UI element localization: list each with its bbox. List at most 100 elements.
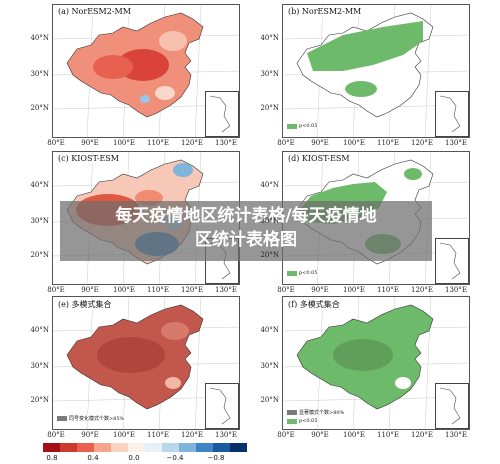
- legend-label: 同号变化模式个数>85%: [69, 416, 125, 422]
- lat-label: 40°N: [260, 181, 279, 189]
- lat-label: 30°N: [260, 362, 279, 370]
- colorbar-tick: −0.8: [207, 454, 225, 462]
- map-panel-e: (e) 多模式集合同号变化模式个数>85%: [52, 296, 240, 430]
- legend-entry: p<0.05: [287, 270, 318, 276]
- lon-label: 90°E: [311, 431, 329, 439]
- overlay-title: 每天疫情地区统计表格/每天疫情地 区统计表格图: [60, 204, 432, 252]
- panel-title: (d) KIOST-ESM: [287, 154, 351, 163]
- colorbar-segment: [94, 443, 111, 452]
- south-china-sea-inset: [435, 238, 469, 284]
- overlay-banner: [60, 201, 432, 261]
- map-panel-b: (b) NorESM2-MM p<0.05: [282, 4, 470, 138]
- legend-entry: p<0.05: [287, 418, 318, 424]
- south-china-sea-inset: [205, 91, 239, 137]
- lon-label: 90°E: [81, 286, 99, 294]
- legend-entry: 同号变化模式个数>85%: [57, 415, 125, 422]
- south-china-sea-inset: [205, 383, 239, 429]
- lat-label: 20°N: [30, 104, 49, 112]
- colorbar-segment: [111, 443, 128, 452]
- legend-label: p<0.05: [299, 270, 318, 276]
- lon-label: 100°E: [113, 431, 135, 439]
- south-china-sea-inset: [435, 91, 469, 137]
- lat-label: 20°N: [30, 396, 49, 404]
- colorbar-segment: [128, 443, 145, 452]
- lon-label: 100°E: [113, 139, 135, 147]
- lon-label: 100°E: [343, 431, 365, 439]
- legend-swatch: [287, 270, 297, 276]
- colorbar-segment: [145, 443, 162, 452]
- lon-label: 110°E: [147, 286, 169, 294]
- lon-label: 110°E: [147, 139, 169, 147]
- lon-label: 130°E: [445, 286, 467, 294]
- overlay-line-2: 区统计表格图: [195, 230, 297, 250]
- lat-label: 30°N: [260, 217, 279, 225]
- lat-label: 40°N: [260, 326, 279, 334]
- legend-swatch: [287, 410, 297, 415]
- lon-label: 120°E: [411, 139, 433, 147]
- lon-label: 100°E: [343, 139, 365, 147]
- colorbar-tick: 0.0: [128, 454, 140, 462]
- legend-swatch: [287, 418, 297, 424]
- lon-label: 120°E: [181, 431, 203, 439]
- lat-label: 30°N: [260, 70, 279, 78]
- legend-label: p<0.05: [299, 418, 318, 424]
- lat-label: 20°N: [260, 251, 279, 259]
- lon-label: 110°E: [377, 286, 399, 294]
- lat-label: 20°N: [260, 104, 279, 112]
- lon-label: 110°E: [377, 431, 399, 439]
- lon-label: 80°E: [47, 431, 65, 439]
- lon-label: 120°E: [181, 286, 203, 294]
- colorbar-tick: 0.4: [87, 454, 99, 462]
- lon-label: 130°E: [445, 431, 467, 439]
- lon-label: 80°E: [277, 139, 295, 147]
- legend-swatch: [287, 123, 297, 129]
- map-panel-f: (f) 多模式集合显著模式个数>80% p<0.05: [282, 296, 470, 430]
- lat-label: 30°N: [30, 362, 49, 370]
- lat-label: 30°N: [30, 217, 49, 225]
- colorbar-segment: [230, 443, 247, 452]
- lon-label: 120°E: [411, 431, 433, 439]
- panel-title: (f) 多模式集合: [287, 299, 341, 310]
- colorbar-segment: [162, 443, 179, 452]
- lon-label: 120°E: [181, 139, 203, 147]
- panel-title: (b) NorESM2-MM: [287, 7, 363, 16]
- lon-label: 80°E: [277, 431, 295, 439]
- legend-swatch: [57, 416, 67, 421]
- colorbar-segment: [179, 443, 196, 452]
- colorbar-segment: [213, 443, 230, 452]
- lat-label: 20°N: [30, 251, 49, 259]
- overlay-line-1: 每天疫情地区统计表格/每天疫情地: [115, 206, 377, 226]
- lon-label: 120°E: [411, 286, 433, 294]
- lon-label: 90°E: [81, 139, 99, 147]
- lat-label: 30°N: [30, 70, 49, 78]
- lon-label: 130°E: [215, 139, 237, 147]
- panel-title: (a) NorESM2-MM: [57, 7, 132, 16]
- lon-label: 80°E: [47, 286, 65, 294]
- colorbar-tick: −0.4: [166, 454, 184, 462]
- colorbar-segment: [60, 443, 77, 452]
- lon-label: 90°E: [311, 286, 329, 294]
- lon-label: 90°E: [311, 139, 329, 147]
- lat-label: 40°N: [260, 34, 279, 42]
- lon-label: 130°E: [445, 139, 467, 147]
- legend-label: 显著模式个数>80%: [299, 410, 345, 416]
- lat-label: 40°N: [30, 34, 49, 42]
- lon-label: 100°E: [113, 286, 135, 294]
- colorbar-tick: 0.8: [46, 454, 58, 462]
- map-panel-a: (a) NorESM2-MM: [52, 4, 240, 138]
- colorbar: [43, 443, 247, 452]
- panel-title: (e) 多模式集合: [57, 299, 113, 310]
- legend-entry: 显著模式个数>80%: [287, 409, 345, 416]
- lon-label: 80°E: [47, 139, 65, 147]
- lat-label: 20°N: [260, 396, 279, 404]
- lon-label: 130°E: [215, 286, 237, 294]
- lon-label: 100°E: [343, 286, 365, 294]
- lon-label: 110°E: [147, 431, 169, 439]
- lon-label: 90°E: [81, 431, 99, 439]
- colorbar-segment: [77, 443, 94, 452]
- colorbar-segment: [196, 443, 213, 452]
- legend-label: p<0.05: [299, 123, 318, 129]
- lon-label: 130°E: [215, 431, 237, 439]
- panel-title: (c) KIOST-ESM: [57, 154, 120, 163]
- legend-entry: p<0.05: [287, 123, 318, 129]
